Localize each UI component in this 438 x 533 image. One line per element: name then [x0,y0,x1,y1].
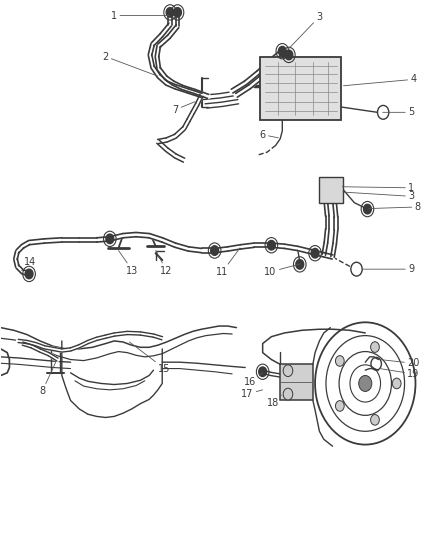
Text: 15: 15 [130,342,171,374]
Text: 8: 8 [369,202,421,212]
Circle shape [211,246,219,255]
Circle shape [259,367,267,376]
Circle shape [359,375,372,391]
Text: 13: 13 [119,251,139,276]
Circle shape [371,342,379,352]
Text: 18: 18 [268,395,282,408]
FancyBboxPatch shape [261,56,341,120]
FancyBboxPatch shape [280,365,313,400]
Text: 16: 16 [244,373,263,387]
Circle shape [173,7,181,17]
Text: 3: 3 [289,12,322,49]
Text: 2: 2 [102,52,158,76]
Text: 1: 1 [111,11,169,21]
Circle shape [268,240,276,250]
Circle shape [283,365,293,376]
Circle shape [371,415,379,425]
Circle shape [106,234,114,244]
Text: 1: 1 [342,183,414,193]
Text: 19: 19 [380,368,420,379]
Text: 17: 17 [241,389,263,399]
Circle shape [296,260,304,269]
FancyBboxPatch shape [319,177,343,203]
Circle shape [285,50,293,60]
Text: 12: 12 [155,251,173,276]
Text: 5: 5 [383,107,414,117]
Circle shape [336,356,344,366]
Text: 11: 11 [216,248,240,277]
Text: 3: 3 [343,191,414,201]
Text: 8: 8 [39,362,56,397]
Text: 9: 9 [362,264,414,274]
Circle shape [166,7,174,17]
Circle shape [279,46,286,56]
Circle shape [283,388,293,400]
Circle shape [336,401,344,411]
Text: 20: 20 [380,358,420,368]
Text: 6: 6 [260,130,279,140]
Text: 7: 7 [172,102,195,115]
Circle shape [311,248,319,258]
Text: 4: 4 [343,75,417,86]
Circle shape [392,378,401,389]
Text: 10: 10 [265,264,300,277]
Circle shape [364,204,371,214]
Circle shape [25,269,33,279]
Text: 14: 14 [21,257,36,271]
